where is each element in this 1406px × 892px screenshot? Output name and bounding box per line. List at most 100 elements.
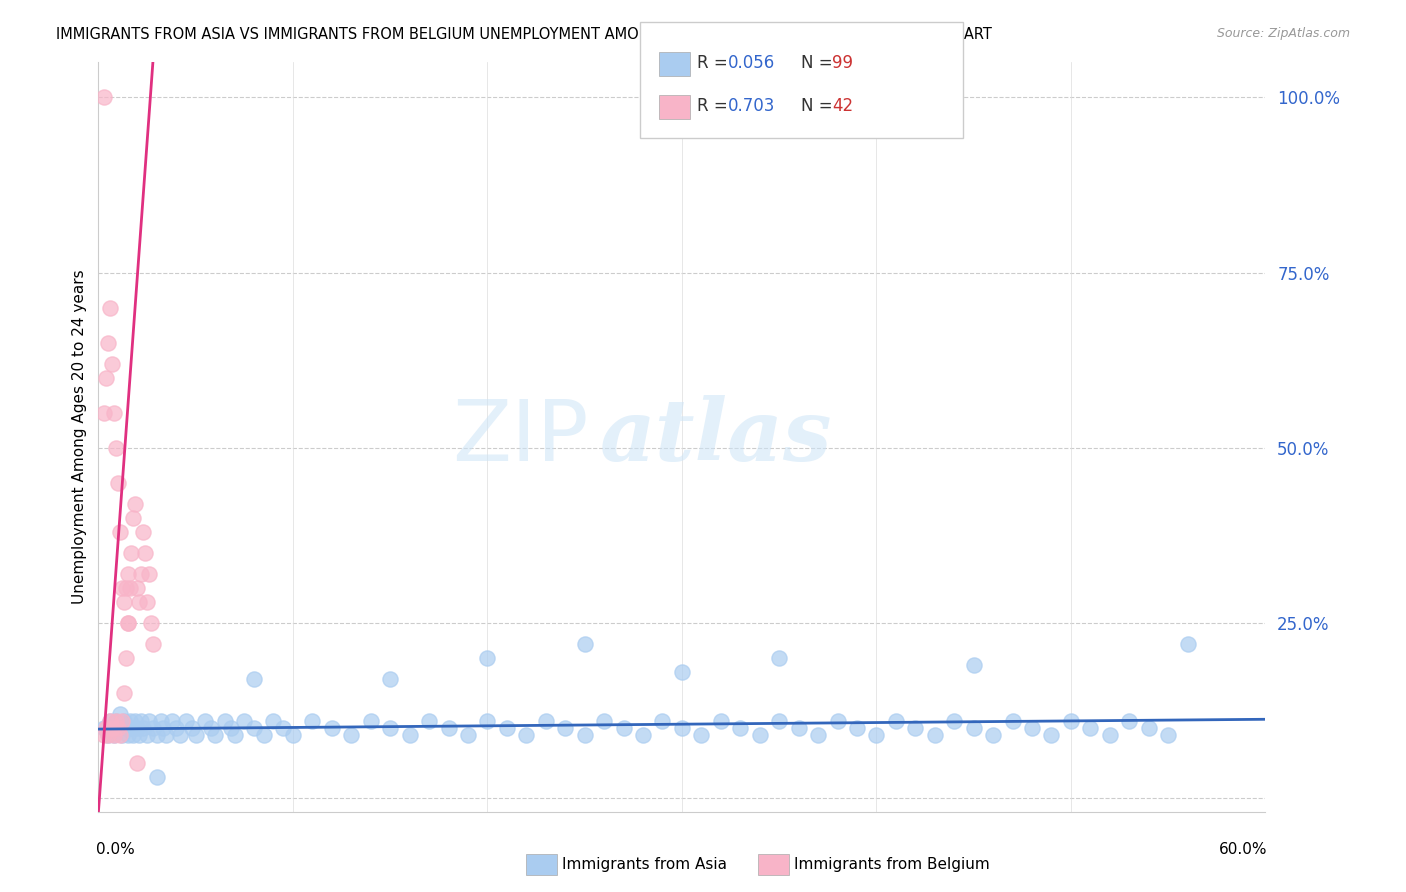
Point: [136, 594, 159, 608]
Point: [169, 728, 191, 742]
Point: [114, 650, 136, 665]
Text: Source: ZipAtlas.com: Source: ZipAtlas.com: [1216, 27, 1350, 40]
Point: [98, 714, 121, 728]
Point: [477, 650, 499, 665]
Point: [281, 728, 304, 742]
Point: [112, 594, 135, 608]
Point: [93, 728, 115, 742]
Point: [96, 370, 118, 384]
Point: [117, 615, 139, 630]
Point: [127, 581, 149, 595]
Point: [152, 721, 174, 735]
Point: [121, 546, 143, 560]
Point: [846, 721, 869, 735]
Point: [1157, 728, 1180, 742]
Point: [138, 714, 160, 728]
Point: [360, 714, 382, 728]
Text: Immigrants from Asia: Immigrants from Asia: [562, 857, 727, 871]
Point: [380, 672, 402, 686]
Point: [104, 714, 127, 728]
Point: [128, 594, 150, 608]
Point: [690, 728, 713, 742]
Point: [117, 615, 139, 630]
Point: [114, 721, 136, 735]
Point: [146, 770, 169, 784]
Point: [321, 721, 343, 735]
Point: [124, 497, 146, 511]
Point: [107, 721, 129, 735]
Point: [129, 714, 152, 728]
Point: [904, 721, 927, 735]
Point: [138, 566, 160, 581]
Point: [884, 714, 907, 728]
Text: R =: R =: [697, 54, 734, 72]
Point: [807, 728, 830, 742]
Point: [124, 714, 146, 728]
Text: IMMIGRANTS FROM ASIA VS IMMIGRANTS FROM BELGIUM UNEMPLOYMENT AMONG AGES 20 TO 24: IMMIGRANTS FROM ASIA VS IMMIGRANTS FROM …: [56, 27, 993, 42]
Point: [437, 721, 460, 735]
Point: [1001, 714, 1024, 728]
Text: 0.056: 0.056: [728, 54, 776, 72]
Point: [121, 721, 143, 735]
Point: [142, 637, 165, 651]
Point: [108, 524, 131, 539]
Point: [149, 714, 172, 728]
Point: [398, 728, 420, 742]
Point: [214, 714, 236, 728]
Text: N =: N =: [801, 97, 838, 115]
Point: [93, 721, 115, 735]
Text: ZIP: ZIP: [453, 395, 589, 479]
Point: [224, 728, 246, 742]
Text: Immigrants from Belgium: Immigrants from Belgium: [794, 857, 990, 871]
Point: [243, 672, 266, 686]
Point: [243, 721, 266, 735]
Point: [962, 721, 984, 735]
Point: [1060, 714, 1083, 728]
Point: [93, 406, 115, 420]
Point: [204, 728, 226, 742]
Point: [671, 665, 693, 679]
Text: atlas: atlas: [600, 395, 832, 479]
Point: [496, 721, 519, 735]
Text: R =: R =: [697, 97, 734, 115]
Point: [1098, 728, 1121, 742]
Point: [122, 510, 145, 524]
Point: [107, 721, 129, 735]
Point: [162, 714, 184, 728]
Point: [165, 721, 187, 735]
Point: [129, 566, 152, 581]
Point: [146, 728, 169, 742]
Point: [114, 581, 136, 595]
Text: 42: 42: [832, 97, 853, 115]
Point: [136, 728, 159, 742]
Point: [1080, 721, 1102, 735]
Point: [827, 714, 849, 728]
Point: [97, 728, 120, 742]
Point: [108, 728, 131, 742]
Y-axis label: Unemployment Among Ages 20 to 24 years: Unemployment Among Ages 20 to 24 years: [72, 269, 87, 605]
Point: [117, 728, 139, 742]
Point: [380, 721, 402, 735]
Point: [132, 721, 155, 735]
Point: [768, 714, 790, 728]
Point: [112, 714, 135, 728]
Point: [139, 615, 162, 630]
Point: [104, 714, 127, 728]
Point: [112, 686, 135, 700]
Point: [574, 637, 596, 651]
Point: [97, 335, 120, 350]
Point: [477, 714, 499, 728]
Point: [253, 728, 276, 742]
Point: [534, 714, 557, 728]
Point: [233, 714, 256, 728]
Point: [574, 728, 596, 742]
Point: [103, 728, 125, 742]
Point: [111, 728, 134, 742]
Text: N =: N =: [801, 54, 838, 72]
Point: [768, 650, 790, 665]
Point: [613, 721, 636, 735]
Point: [340, 728, 363, 742]
Point: [730, 721, 752, 735]
Point: [108, 706, 131, 721]
Point: [127, 721, 149, 735]
